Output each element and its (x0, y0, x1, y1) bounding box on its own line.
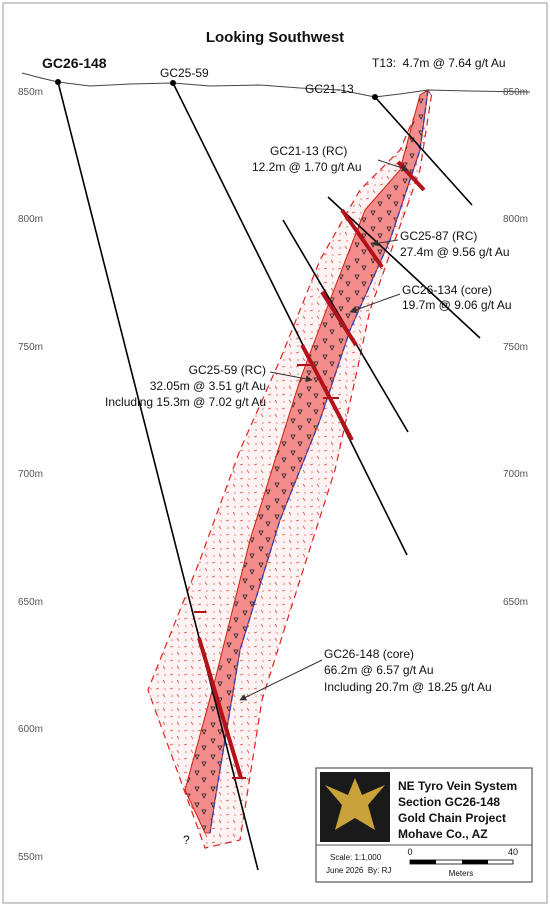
intercept (300, 344, 354, 441)
logo-emblem (325, 778, 385, 830)
annotation: 27.4m @ 9.56 g/t Au (400, 245, 510, 259)
elevation-label: 650m (503, 597, 528, 608)
collar (55, 79, 61, 85)
elevation-label: 750m (503, 342, 528, 353)
elevation-label: 700m (18, 469, 43, 480)
annotation: GC25-87 (RC) (400, 229, 477, 243)
collar (170, 80, 176, 86)
intercept (197, 637, 243, 779)
callout-arrow (371, 239, 399, 247)
scale-unit: Meters (449, 869, 473, 878)
intercept (340, 208, 384, 269)
elevation-label: 850m (18, 87, 43, 98)
annotation: GC26-148 (core) (324, 647, 414, 661)
callout-arrow (239, 659, 323, 701)
collar (372, 94, 378, 100)
scale-end: 40 (508, 847, 518, 857)
annotation: GC25-59 (RC) (189, 363, 266, 377)
callout-arrow (349, 293, 401, 314)
drill-hole (172, 82, 408, 556)
drill-hole (374, 96, 473, 206)
callout-arrow (269, 371, 313, 383)
elevation-label: 850m (503, 87, 528, 98)
question-mark: ? (183, 833, 190, 847)
annotation: 12.2m @ 1.70 g/t Au (252, 160, 362, 174)
elevation-label: 700m (503, 469, 528, 480)
title-block: NE Tyro Vein System Section GC26-148 Gol… (315, 767, 533, 883)
hole-label: GC25-59 (160, 66, 209, 80)
annotation: GC26-134 (core) (402, 283, 492, 297)
annotation: 66.2m @ 6.57 g/t Au (324, 663, 434, 677)
elevation-label: 800m (503, 214, 528, 225)
elevation-label: 750m (18, 342, 43, 353)
annotation: GC21-13 (RC) (270, 144, 347, 158)
scale-start: 0 (407, 847, 412, 857)
annotation: T13: 4.7m @ 7.64 g/t Au (372, 56, 506, 70)
hole-label: GC21-13 (305, 82, 354, 96)
hole-label: GC26-148 (42, 55, 107, 71)
elevation-label: 550m (18, 852, 43, 863)
legend-line: Section GC26-148 (398, 795, 500, 809)
drill-hole (327, 196, 481, 339)
vein-contact (209, 89, 429, 834)
legend-line: Mohave Co., AZ (398, 827, 488, 841)
date-text: June 2026 By: RJ (326, 866, 391, 875)
annotation: 32.05m @ 3.51 g/t Au (150, 379, 266, 393)
callout-arrow (377, 159, 409, 172)
elevation-label: 800m (18, 214, 43, 225)
elevation-label: 600m (18, 724, 43, 735)
elevation-left: 850m 800m 750m 700m 650m 600m 550m (18, 87, 43, 863)
scale-text: Scale: 1:1,000 (330, 853, 382, 862)
legend-line: NE Tyro Vein System (398, 779, 517, 793)
intercept (320, 290, 358, 347)
annotation: Including 15.3m @ 7.02 g/t Au (105, 395, 266, 409)
topography (21, 72, 531, 98)
drill-hole (57, 81, 259, 871)
annotation: Including 20.7m @ 18.25 g/t Au (324, 680, 492, 694)
elevation-right: 850m 800m 750m 700m 650m (503, 87, 528, 608)
annotation: 19.7m @ 9.06 g/t Au (402, 298, 512, 312)
title: Looking Southwest (206, 29, 344, 46)
legend-line: Gold Chain Project (398, 811, 506, 825)
elevation-label: 650m (18, 597, 43, 608)
